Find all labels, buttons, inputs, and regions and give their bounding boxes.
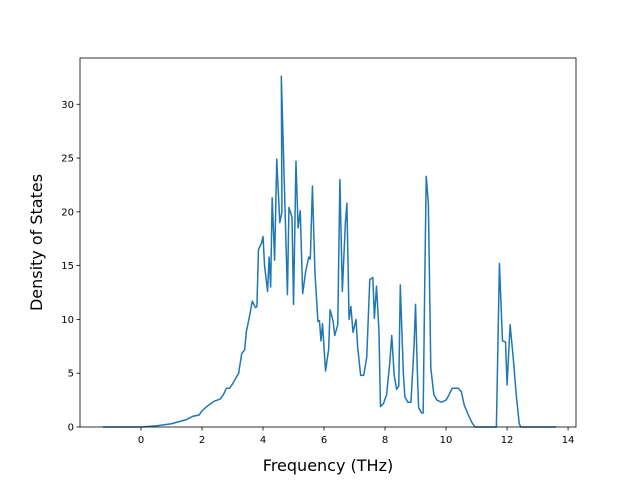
x-axis-label: Frequency (THz)	[263, 456, 393, 475]
y-tick-label: 0	[68, 423, 74, 434]
x-tick-label: 14	[562, 435, 575, 446]
x-tick-label: 8	[382, 435, 388, 446]
x-tick-label: 12	[501, 435, 514, 446]
y-tick-label: 5	[68, 369, 74, 380]
x-tick-label: 0	[138, 435, 144, 446]
y-tick-label: 15	[61, 261, 74, 272]
x-tick-label: 6	[321, 435, 327, 446]
x-tick-label: 10	[440, 435, 453, 446]
y-tick-label: 10	[61, 315, 74, 326]
plot-frame	[79, 57, 577, 428]
y-axis-label: Density of States	[27, 174, 46, 311]
y-tick-label: 20	[61, 207, 74, 218]
y-tick-label: 25	[61, 154, 74, 165]
x-tick-label: 2	[199, 435, 205, 446]
x-tick-label: 4	[260, 435, 266, 446]
y-tick-label: 30	[61, 100, 74, 111]
line	[102, 75, 556, 428]
